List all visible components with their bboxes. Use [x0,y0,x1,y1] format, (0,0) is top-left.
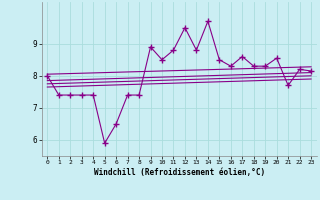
X-axis label: Windchill (Refroidissement éolien,°C): Windchill (Refroidissement éolien,°C) [94,168,265,177]
